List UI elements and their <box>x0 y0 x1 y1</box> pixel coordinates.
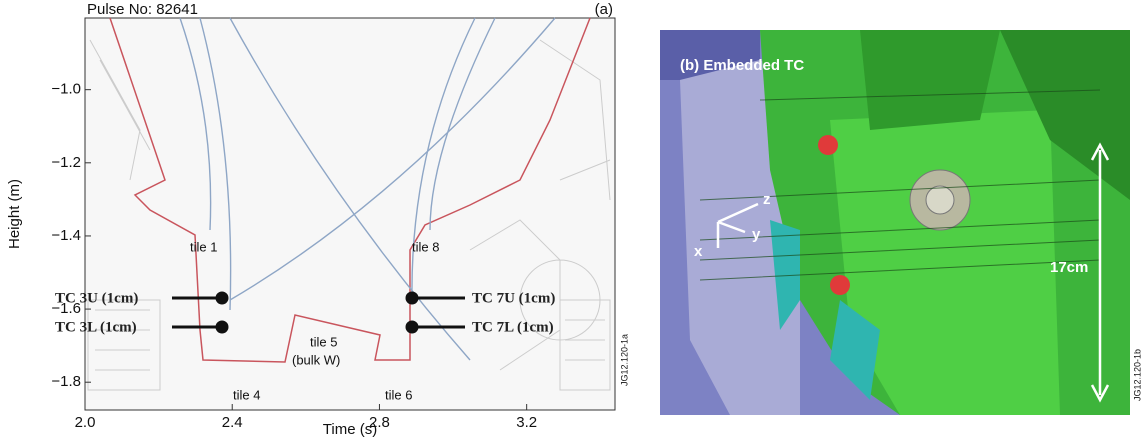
y-tick-label: −1.4 <box>51 227 81 244</box>
axis-label: z <box>763 191 771 208</box>
annotation: tile 6 <box>385 387 412 402</box>
panel-b: (b) Embedded TC 17cm z y x JG12.120-1b <box>660 30 1142 415</box>
annotation: tile 5 <box>310 334 337 349</box>
panel-label: (a) <box>595 1 613 18</box>
figure: tile 1 tile 8 tile 4 tile 5 (bulk W) til… <box>0 0 1142 437</box>
annotation: tile 8 <box>412 239 439 254</box>
annotation: TC 3L (1cm) <box>55 319 137 335</box>
axis-label: y <box>752 226 761 243</box>
plot-frame <box>85 18 615 410</box>
figure-code: JG12.120-1b <box>1132 349 1142 401</box>
axis-label: x <box>694 243 703 260</box>
dimension-label: 17cm <box>1050 259 1088 276</box>
annotation: TC 7U (1cm) <box>472 290 555 306</box>
x-tick-label: 2.4 <box>222 414 243 431</box>
y-tick-label: −1.8 <box>51 373 81 390</box>
y-tick-label: −1.6 <box>51 300 81 317</box>
annotation: tile 4 <box>233 387 260 402</box>
y-tick-label: −1.0 <box>51 81 81 98</box>
x-tick-label: 2.8 <box>369 414 390 431</box>
x-tick-label: 3.2 <box>516 414 537 431</box>
y-axis-label: Height (m) <box>6 179 23 249</box>
x-tick-label: 2.0 <box>75 414 96 431</box>
annotation: (bulk W) <box>292 352 340 367</box>
panel-a: tile 1 tile 8 tile 4 tile 5 (bulk W) til… <box>6 1 629 437</box>
panel-title: Pulse No: 82641 <box>87 1 198 18</box>
annotation: tile 1 <box>190 239 217 254</box>
y-tick-label: −1.2 <box>51 154 81 171</box>
annotation: TC 7L (1cm) <box>472 319 554 335</box>
panel-title: (b) Embedded TC <box>680 57 804 74</box>
figure-code: JG12.120-1a <box>619 334 629 386</box>
